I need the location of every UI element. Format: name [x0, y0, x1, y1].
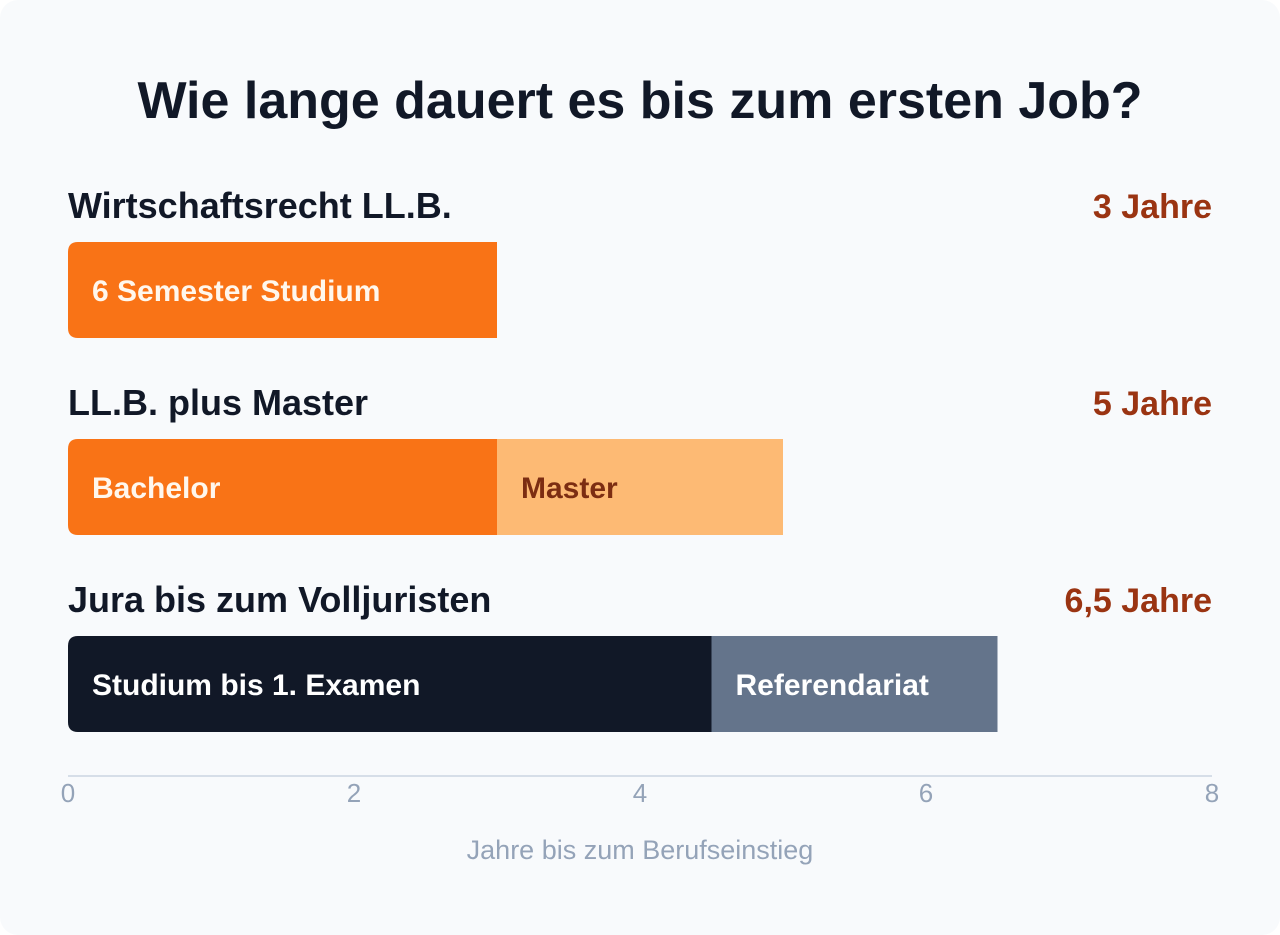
bar-segment	[68, 242, 497, 338]
row-total-label: 5 Jahre	[1093, 385, 1212, 423]
row-total-label: 3 Jahre	[1093, 188, 1212, 226]
chart-rows: Wirtschaftsrecht LL.B. 3 Jahre 6 Semester …	[68, 185, 1212, 732]
row-label: Jura bis zum Volljuristen	[68, 579, 491, 620]
chart-title: Wie lange dauert es bis zum ersten Job?	[137, 72, 1142, 130]
bar-segment	[497, 439, 783, 535]
x-tick-label: 4	[633, 778, 647, 808]
x-axis-ticks: 0 2 4 6 8	[61, 778, 1219, 808]
bar-segment	[711, 636, 998, 732]
x-tick-label: 0	[61, 778, 75, 808]
x-tick-label: 8	[1205, 778, 1219, 808]
row-total-label: 6,5 Jahre	[1065, 582, 1212, 620]
x-tick-label: 2	[347, 778, 361, 808]
bar-segment-label: Bachelor	[92, 472, 221, 505]
bar-segment-label: Referendariat	[736, 669, 929, 702]
bar-segment-label: Master	[521, 472, 618, 505]
x-tick-label: 6	[919, 778, 933, 808]
bar-segment	[68, 636, 712, 732]
x-axis-title: Jahre bis zum Berufseinstieg	[467, 835, 814, 865]
bar-segment	[68, 439, 497, 535]
bar-row: Jura bis zum Volljuristen 6,5 Jahre Studiu…	[68, 579, 1212, 732]
row-label: LL.B. plus Master	[68, 382, 368, 423]
row-label: Wirtschaftsrecht LL.B.	[68, 185, 452, 226]
bar-segment-label: 6 Semester Studium	[92, 275, 380, 308]
bar-segment-label: Studium bis 1. Examen	[92, 669, 420, 702]
bar-row: Wirtschaftsrecht LL.B. 3 Jahre 6 Semester …	[68, 185, 1212, 338]
bar-row: LL.B. plus Master 5 Jahre Bachelor Master	[68, 382, 1212, 535]
